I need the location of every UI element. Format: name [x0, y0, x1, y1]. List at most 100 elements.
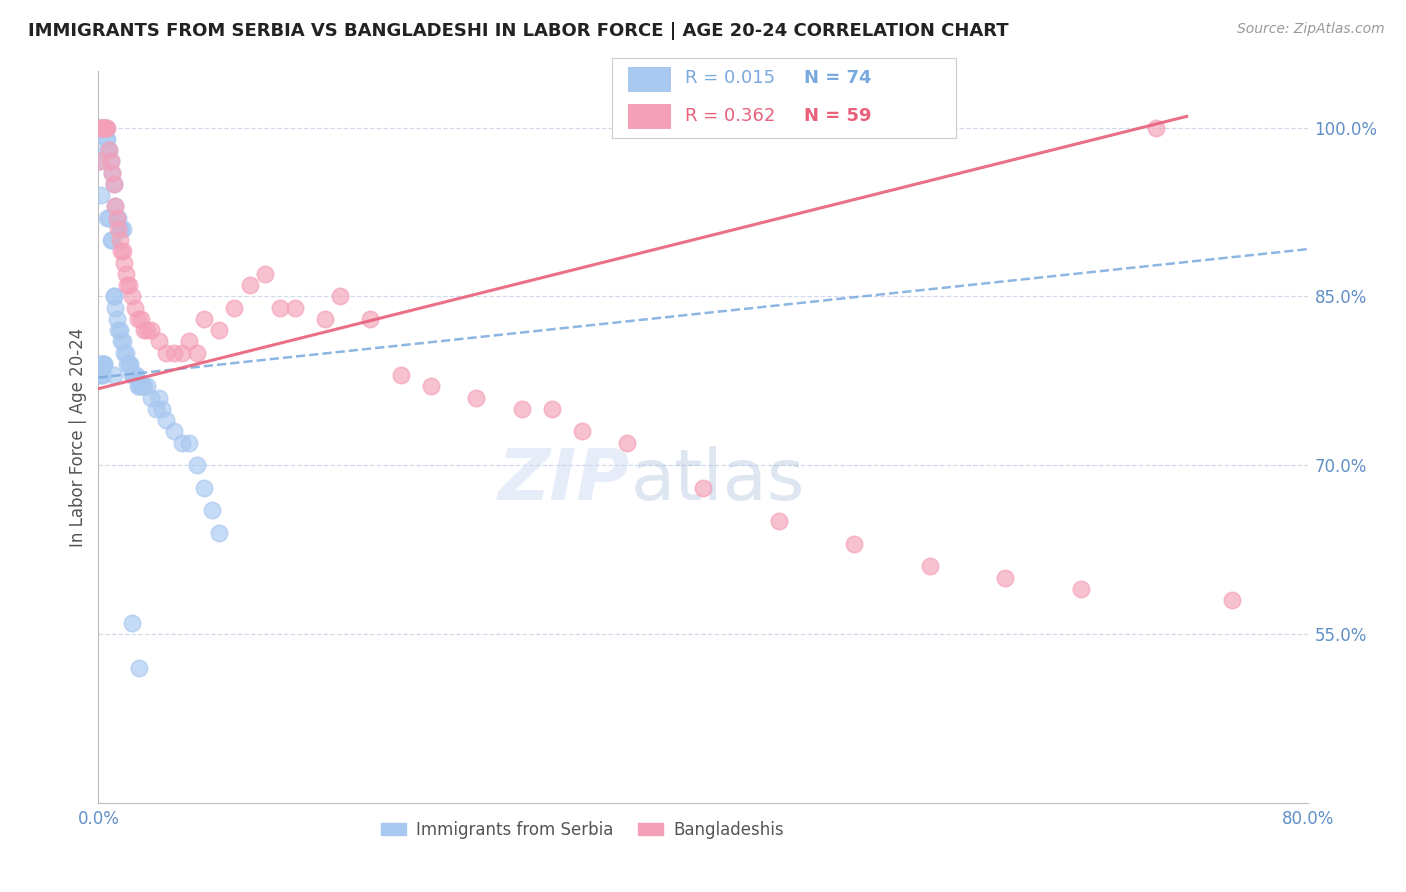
Point — [1220, 593, 1243, 607]
Point — [105, 211, 128, 225]
Point — [127, 312, 149, 326]
Point — [103, 368, 125, 383]
Point — [122, 368, 145, 383]
Point — [90, 188, 112, 202]
Text: R = 0.015: R = 0.015 — [685, 70, 775, 87]
Point — [135, 323, 157, 337]
Point — [124, 301, 146, 315]
Point — [103, 177, 125, 191]
Point — [89, 368, 111, 383]
Point — [193, 312, 215, 326]
Point — [129, 379, 152, 393]
Point — [90, 368, 112, 383]
Point — [91, 357, 114, 371]
Point — [107, 323, 129, 337]
Point — [89, 357, 111, 371]
Point — [108, 222, 131, 236]
Point — [107, 211, 129, 225]
Point — [1144, 120, 1167, 135]
Point — [110, 244, 132, 259]
Point — [129, 312, 152, 326]
Point — [170, 345, 193, 359]
Point — [104, 301, 127, 315]
Point — [107, 222, 129, 236]
Point — [224, 301, 246, 315]
Point — [108, 233, 131, 247]
Point — [90, 357, 112, 371]
Point — [571, 425, 593, 439]
Text: N = 59: N = 59 — [804, 107, 872, 125]
Point — [93, 120, 115, 135]
Point — [98, 143, 121, 157]
Point — [89, 154, 111, 169]
Point — [89, 120, 111, 135]
Point — [768, 515, 790, 529]
Point — [540, 401, 562, 416]
Point — [111, 222, 134, 236]
Text: R = 0.362: R = 0.362 — [685, 107, 775, 125]
Point — [111, 244, 134, 259]
Point — [105, 211, 128, 225]
Point — [465, 391, 488, 405]
Point — [103, 289, 125, 303]
Text: ZIP: ZIP — [498, 447, 630, 516]
Y-axis label: In Labor Force | Age 20-24: In Labor Force | Age 20-24 — [69, 327, 87, 547]
Point — [94, 120, 117, 135]
Point — [91, 120, 114, 135]
Point — [121, 289, 143, 303]
Text: Source: ZipAtlas.com: Source: ZipAtlas.com — [1237, 22, 1385, 37]
Point — [112, 255, 135, 269]
Point — [115, 357, 138, 371]
Point — [101, 166, 124, 180]
Point — [93, 120, 115, 135]
Point — [284, 301, 307, 315]
Point — [118, 357, 141, 371]
Point — [90, 120, 112, 135]
Text: IMMIGRANTS FROM SERBIA VS BANGLADESHI IN LABOR FORCE | AGE 20-24 CORRELATION CHA: IMMIGRANTS FROM SERBIA VS BANGLADESHI IN… — [28, 22, 1008, 40]
Point — [141, 323, 163, 337]
Point — [98, 143, 121, 157]
Point — [692, 481, 714, 495]
Point — [105, 312, 128, 326]
Point — [89, 154, 111, 169]
Point — [314, 312, 336, 326]
Point — [148, 334, 170, 349]
Point — [155, 413, 177, 427]
Point — [100, 233, 122, 247]
Point — [150, 401, 173, 416]
Point — [98, 211, 121, 225]
Point — [96, 143, 118, 157]
Point — [89, 120, 111, 135]
Point — [110, 222, 132, 236]
Point — [114, 267, 136, 281]
Point — [163, 425, 186, 439]
Point — [115, 278, 138, 293]
Point — [96, 132, 118, 146]
Point — [91, 368, 114, 383]
Text: N = 74: N = 74 — [804, 70, 872, 87]
Point — [145, 401, 167, 416]
Point — [101, 166, 124, 180]
Point — [1070, 582, 1092, 596]
Point — [91, 120, 114, 135]
Point — [239, 278, 262, 293]
Point — [108, 323, 131, 337]
Point — [420, 379, 443, 393]
Point — [125, 368, 148, 383]
Point — [186, 345, 208, 359]
Point — [93, 357, 115, 371]
Point — [121, 615, 143, 630]
Point — [124, 368, 146, 383]
Legend: Immigrants from Serbia, Bangladeshis: Immigrants from Serbia, Bangladeshis — [374, 814, 790, 846]
Point — [89, 120, 111, 135]
Point — [90, 120, 112, 135]
Point — [132, 379, 155, 393]
Point — [114, 345, 136, 359]
Point — [193, 481, 215, 495]
Point — [93, 120, 115, 135]
Point — [112, 345, 135, 359]
Point — [94, 120, 117, 135]
Point — [132, 323, 155, 337]
Point — [148, 391, 170, 405]
Point — [201, 503, 224, 517]
